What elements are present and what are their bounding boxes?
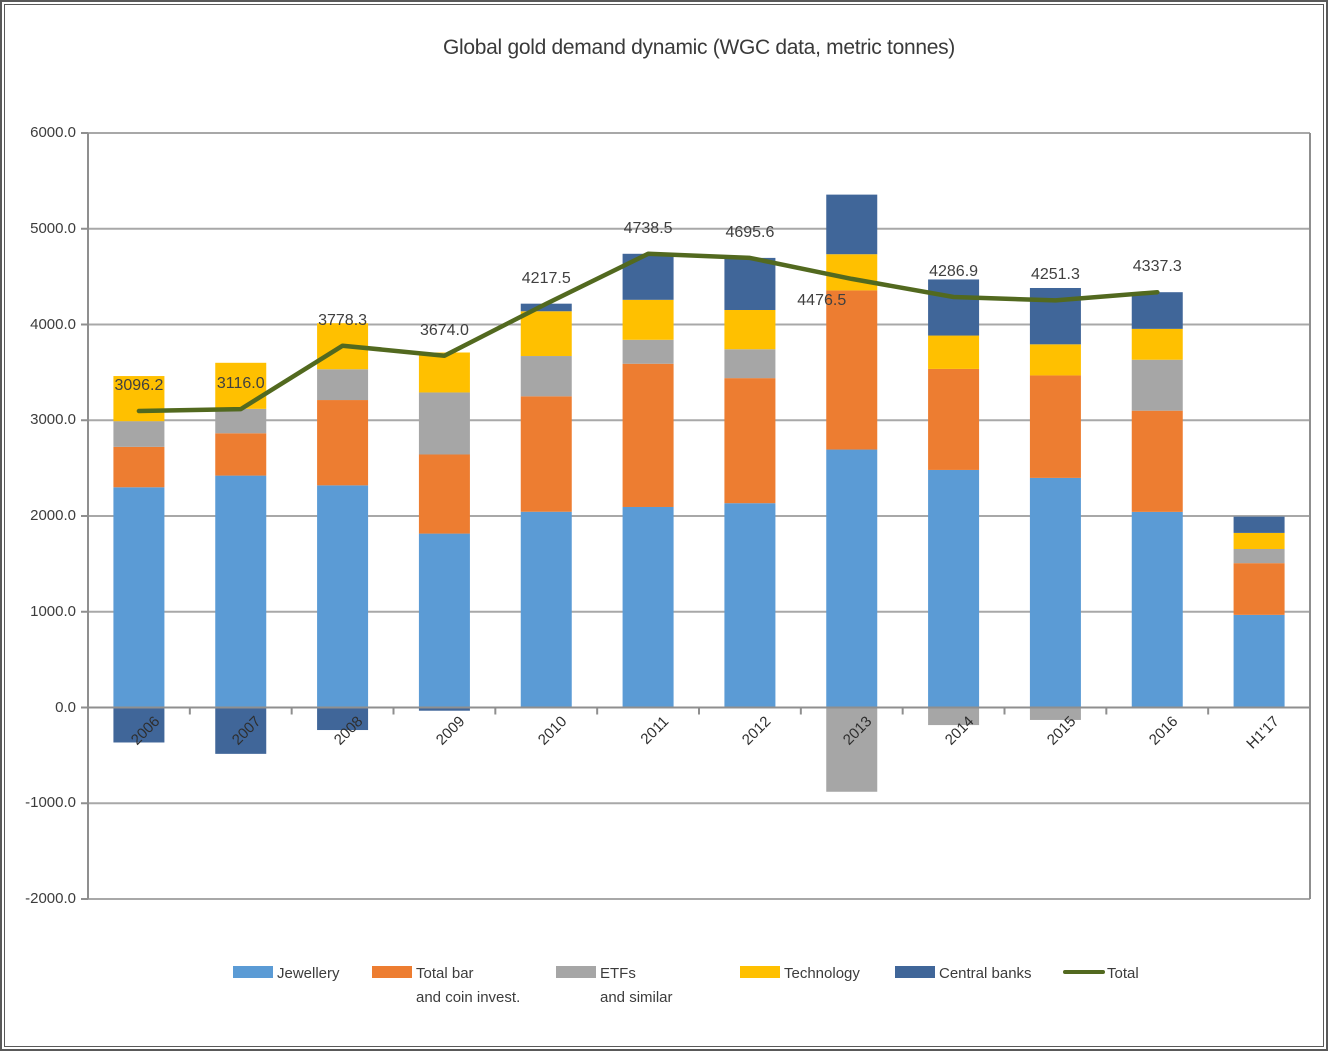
- y-axis-label: 1000.0: [30, 602, 76, 620]
- bar-segment-technology: [622, 299, 674, 340]
- legend-label: Jewellery: [277, 965, 340, 982]
- bar-segment-technology: [928, 335, 980, 369]
- bar-segment-central_banks: [1233, 516, 1285, 533]
- bar-segment-technology: [724, 309, 776, 350]
- bar-segment-central_banks: [1029, 287, 1081, 345]
- bar-segment-bar_coin: [826, 290, 878, 450]
- bar-segment-bar_coin: [928, 368, 980, 470]
- bar-segment-jewellery: [1029, 477, 1081, 708]
- data-label-total: 3674.0: [419, 321, 469, 339]
- data-label-total: 4695.6: [725, 223, 775, 241]
- bar-segment-technology: [418, 352, 470, 393]
- bar-segment-jewellery: [113, 487, 165, 708]
- data-label-total: 3116.0: [216, 375, 265, 393]
- bar-segment-central_banks: [418, 707, 470, 711]
- bar-segment-bar_coin: [520, 396, 572, 512]
- bar-segment-technology: [113, 376, 165, 422]
- bar-segment-etfs: [622, 339, 674, 364]
- y-axis-label: 3000.0: [30, 411, 76, 429]
- bar-segment-technology: [1029, 344, 1081, 376]
- bar-segment-bar_coin: [317, 400, 369, 486]
- bar-segment-etfs: [113, 421, 165, 447]
- data-label-total: 4476.5: [797, 291, 847, 309]
- bar-segment-etfs: [1233, 548, 1285, 564]
- data-label-total: 4738.5: [623, 219, 673, 237]
- data-label-total: 4286.9: [929, 263, 979, 281]
- bar-segment-bar_coin: [1029, 375, 1081, 478]
- bar-segment-central_banks: [520, 303, 572, 312]
- legend-label: Total bar and coin invest.: [416, 962, 520, 1010]
- bar-segment-jewellery: [826, 449, 878, 708]
- legend-label-line2: and similar: [600, 989, 673, 1006]
- legend-label-line2: and coin invest.: [416, 989, 521, 1006]
- bar-segment-bar_coin: [724, 378, 776, 504]
- bar-segment-technology: [1131, 328, 1183, 360]
- bar-segment-etfs: [1029, 707, 1081, 720]
- bar-segment-central_banks: [724, 257, 776, 310]
- bar-segment-bar_coin: [622, 363, 674, 507]
- y-axis-label: -2000.0: [25, 890, 76, 907]
- legend-swatch: [895, 966, 935, 978]
- data-label-total: 3096.2: [114, 377, 164, 395]
- legend-line-swatch: [1063, 970, 1105, 974]
- bar-segment-central_banks: [928, 279, 980, 336]
- bar-segment-jewellery: [1233, 614, 1285, 708]
- legend-swatch: [556, 966, 596, 978]
- bar-segment-jewellery: [215, 475, 267, 708]
- bar-segment-etfs: [826, 707, 878, 792]
- bar-segment-etfs: [1131, 359, 1183, 411]
- bar-segment-etfs: [317, 369, 369, 401]
- bar-segment-central_banks: [317, 707, 369, 731]
- bar-segment-technology: [520, 311, 572, 357]
- legend-swatch: [740, 966, 780, 978]
- chart-title: Global gold demand dynamic (WGC data, me…: [443, 36, 955, 59]
- bar-segment-bar_coin: [215, 433, 267, 476]
- bar-segment-etfs: [928, 707, 980, 726]
- bar-segment-central_banks: [1131, 292, 1183, 329]
- bar-segment-bar_coin: [113, 446, 165, 488]
- bar-segment-jewellery: [724, 503, 776, 708]
- legend-swatch: [233, 966, 273, 978]
- y-axis-label: -1000.0: [25, 794, 76, 812]
- data-label-total: 4251.3: [1030, 266, 1080, 284]
- legend-label: ETFs and similar: [600, 962, 673, 1010]
- legend-label: Total: [1107, 965, 1139, 982]
- bar-segment-bar_coin: [1131, 410, 1183, 512]
- bar-segment-jewellery: [928, 469, 980, 708]
- y-axis-label: 0.0: [55, 698, 76, 716]
- legend-label: Central banks: [939, 965, 1032, 982]
- bar-segment-jewellery: [317, 485, 369, 708]
- bar-segment-etfs: [724, 349, 776, 379]
- bar-segment-bar_coin: [418, 454, 470, 534]
- y-axis-label: 2000.0: [30, 507, 76, 524]
- data-label-total: 4337.3: [1132, 258, 1182, 276]
- bar-segment-technology: [1233, 532, 1285, 549]
- bar-segment-bar_coin: [1233, 563, 1285, 615]
- bar-segment-central_banks: [826, 194, 878, 255]
- total-line: [136, 251, 1160, 414]
- bar-segment-central_banks: [113, 707, 165, 743]
- data-label-total: 4217.5: [521, 269, 571, 287]
- bar-segment-etfs: [520, 356, 572, 397]
- y-axis-label: 4000.0: [30, 315, 76, 333]
- bar-segment-jewellery: [622, 506, 674, 708]
- bar-segment-jewellery: [1131, 511, 1183, 708]
- bar-segment-etfs: [215, 408, 267, 434]
- data-label-total: 3778.3: [318, 311, 368, 329]
- legend-swatch: [372, 966, 412, 978]
- y-axis-label: 5000.0: [30, 219, 76, 237]
- bar-segment-central_banks: [215, 707, 267, 754]
- bar-segment-etfs: [418, 392, 470, 455]
- legend-label: Technology: [784, 965, 860, 982]
- bar-segment-technology: [826, 254, 878, 291]
- bar-segment-jewellery: [520, 511, 572, 708]
- y-axis-label: 6000.0: [30, 124, 76, 141]
- bar-segment-jewellery: [418, 533, 470, 708]
